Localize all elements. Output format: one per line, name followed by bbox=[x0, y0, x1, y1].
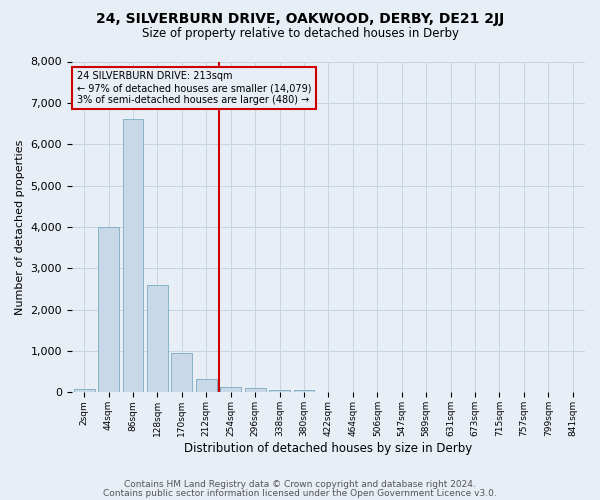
Bar bbox=[245, 388, 266, 392]
Text: Contains HM Land Registry data © Crown copyright and database right 2024.: Contains HM Land Registry data © Crown c… bbox=[124, 480, 476, 489]
Text: 24 SILVERBURN DRIVE: 213sqm
← 97% of detached houses are smaller (14,079)
3% of : 24 SILVERBURN DRIVE: 213sqm ← 97% of det… bbox=[77, 72, 311, 104]
Bar bbox=[122, 120, 143, 392]
Y-axis label: Number of detached properties: Number of detached properties bbox=[15, 140, 25, 314]
Bar bbox=[172, 353, 192, 393]
Bar bbox=[147, 285, 168, 393]
Text: Contains public sector information licensed under the Open Government Licence v3: Contains public sector information licen… bbox=[103, 490, 497, 498]
Text: Size of property relative to detached houses in Derby: Size of property relative to detached ho… bbox=[142, 28, 458, 40]
Text: 24, SILVERBURN DRIVE, OAKWOOD, DERBY, DE21 2JJ: 24, SILVERBURN DRIVE, OAKWOOD, DERBY, DE… bbox=[96, 12, 504, 26]
Bar bbox=[220, 386, 241, 392]
Bar bbox=[293, 390, 314, 392]
Bar bbox=[269, 390, 290, 392]
Bar bbox=[196, 379, 217, 392]
Bar bbox=[74, 390, 95, 392]
X-axis label: Distribution of detached houses by size in Derby: Distribution of detached houses by size … bbox=[184, 442, 473, 455]
Bar bbox=[98, 227, 119, 392]
